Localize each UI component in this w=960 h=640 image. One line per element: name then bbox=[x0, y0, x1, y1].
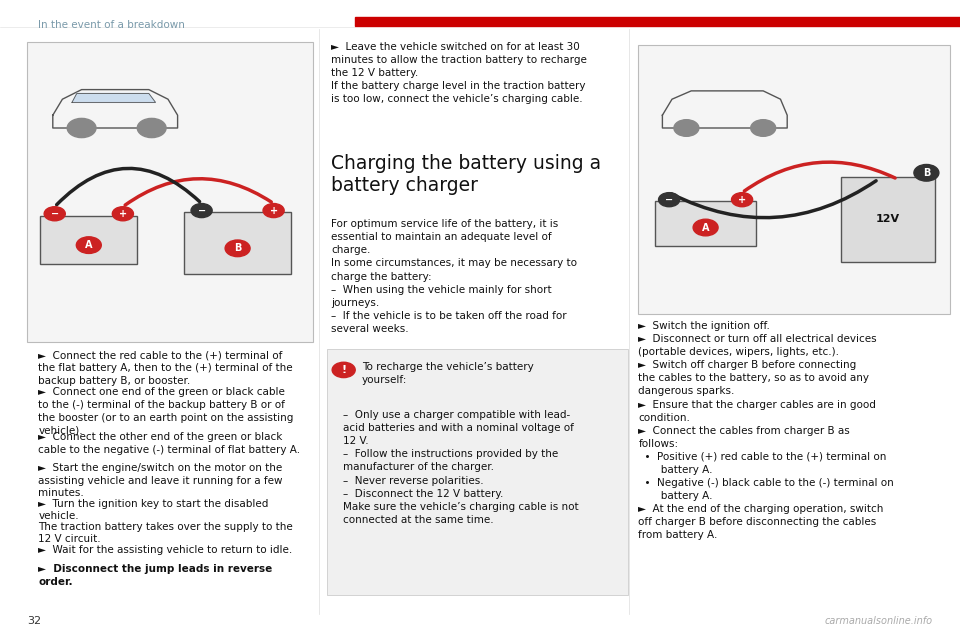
Circle shape bbox=[659, 193, 680, 207]
Text: 32: 32 bbox=[27, 616, 41, 626]
Circle shape bbox=[67, 118, 96, 138]
FancyArrowPatch shape bbox=[125, 179, 272, 205]
Circle shape bbox=[693, 219, 718, 236]
FancyArrowPatch shape bbox=[744, 162, 895, 191]
Circle shape bbox=[44, 207, 65, 221]
Text: –  Only use a charger compatible with lead-
acid batteries and with a nominal vo: – Only use a charger compatible with lea… bbox=[343, 410, 578, 525]
Text: +: + bbox=[119, 209, 127, 219]
Text: ►  Turn the ignition key to start the disabled
vehicle.: ► Turn the ignition key to start the dis… bbox=[38, 499, 269, 522]
Text: 12V: 12V bbox=[876, 214, 900, 224]
Text: ►  Disconnect the jump leads in reverse
order.: ► Disconnect the jump leads in reverse o… bbox=[38, 564, 273, 587]
Circle shape bbox=[112, 207, 133, 221]
Text: The traction battery takes over the supply to the
12 V circuit.: The traction battery takes over the supp… bbox=[38, 522, 293, 545]
Text: −: − bbox=[665, 195, 673, 205]
FancyBboxPatch shape bbox=[184, 212, 291, 274]
Text: B: B bbox=[234, 243, 241, 253]
Polygon shape bbox=[72, 93, 156, 102]
Text: ►  Start the engine/switch on the motor on the
assisting vehicle and leave it ru: ► Start the engine/switch on the motor o… bbox=[38, 463, 283, 499]
Circle shape bbox=[914, 164, 939, 181]
Text: carmanualsonline.info: carmanualsonline.info bbox=[825, 616, 933, 626]
Circle shape bbox=[225, 240, 250, 257]
Text: !: ! bbox=[341, 365, 347, 375]
FancyBboxPatch shape bbox=[40, 216, 137, 264]
Text: ►  Connect the other end of the green or black
cable to the negative (-) termina: ► Connect the other end of the green or … bbox=[38, 432, 300, 455]
Text: ►  Switch the ignition off.
►  Disconnect or turn off all electrical devices
(po: ► Switch the ignition off. ► Disconnect … bbox=[638, 321, 894, 540]
Text: −: − bbox=[198, 205, 205, 216]
Text: ►  Connect one end of the green or black cable
to the (-) terminal of the backup: ► Connect one end of the green or black … bbox=[38, 387, 294, 436]
FancyBboxPatch shape bbox=[638, 45, 950, 314]
Text: In the event of a breakdown: In the event of a breakdown bbox=[38, 20, 185, 31]
Circle shape bbox=[191, 204, 212, 218]
Circle shape bbox=[674, 120, 699, 136]
Text: To recharge the vehicle’s battery
yourself:: To recharge the vehicle’s battery yourse… bbox=[362, 362, 534, 385]
Text: Charging the battery using a
battery charger: Charging the battery using a battery cha… bbox=[331, 154, 601, 195]
FancyArrowPatch shape bbox=[672, 180, 876, 218]
Text: B: B bbox=[923, 168, 930, 178]
Circle shape bbox=[732, 193, 753, 207]
FancyBboxPatch shape bbox=[327, 349, 628, 595]
Text: ►  Connect the red cable to the (+) terminal of
the flat battery A, then to the : ► Connect the red cable to the (+) termi… bbox=[38, 350, 293, 386]
Text: ►  Wait for the assisting vehicle to return to idle.: ► Wait for the assisting vehicle to retu… bbox=[38, 545, 293, 555]
FancyBboxPatch shape bbox=[655, 201, 756, 246]
FancyBboxPatch shape bbox=[27, 42, 313, 342]
Text: A: A bbox=[85, 240, 92, 250]
FancyBboxPatch shape bbox=[841, 177, 935, 262]
FancyArrowPatch shape bbox=[57, 168, 200, 205]
Circle shape bbox=[751, 120, 776, 136]
Text: +: + bbox=[270, 205, 277, 216]
Circle shape bbox=[332, 362, 355, 378]
Circle shape bbox=[263, 204, 284, 218]
Circle shape bbox=[76, 237, 102, 253]
Text: −: − bbox=[51, 209, 59, 219]
Text: For optimum service life of the battery, it is
essential to maintain an adequate: For optimum service life of the battery,… bbox=[331, 219, 577, 335]
Bar bbox=[355, 17, 960, 26]
Text: ►  Leave the vehicle switched on for at least 30
minutes to allow the traction b: ► Leave the vehicle switched on for at l… bbox=[331, 42, 588, 104]
Text: A: A bbox=[702, 223, 709, 232]
Text: +: + bbox=[738, 195, 746, 205]
Circle shape bbox=[137, 118, 166, 138]
